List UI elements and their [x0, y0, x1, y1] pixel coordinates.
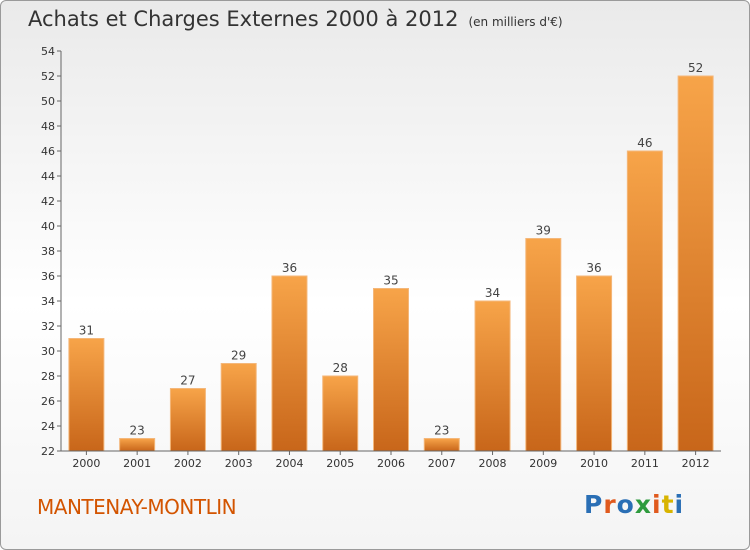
bars-group: 31 23 27 29 36 28 35 23 34 39 36 46 52: [68, 61, 714, 452]
logo-letter: P: [584, 490, 604, 519]
y-tick-label-42: 42: [41, 195, 55, 208]
bar-2009: [525, 238, 562, 452]
chart-title: Achats et Charges Externes 2000 à 2012 (e…: [28, 7, 563, 31]
x-tick-label-2000: 2000: [72, 457, 100, 470]
data-label-2007: 23: [434, 424, 449, 438]
y-tick-label-44: 44: [41, 170, 55, 183]
data-label-2003: 29: [231, 349, 246, 363]
x-tick-label-2011: 2011: [631, 457, 659, 470]
y-tick-label-22: 22: [41, 445, 55, 458]
data-label-2001: 23: [130, 424, 145, 438]
y-tick-label-30: 30: [41, 345, 55, 358]
x-tick-label-2010: 2010: [580, 457, 608, 470]
x-tick-label-2012: 2012: [682, 457, 710, 470]
logo-letter: i: [652, 490, 662, 519]
proxiti-logo[interactable]: Proxiti: [584, 490, 684, 519]
data-label-2011: 46: [637, 136, 652, 150]
x-tick-label-2002: 2002: [174, 457, 202, 470]
logo-letter: i: [674, 490, 685, 519]
title-text: Achats et Charges Externes 2000 à 2012: [28, 7, 459, 31]
x-tick-label-2003: 2003: [225, 457, 253, 470]
y-tick-label-52: 52: [41, 70, 55, 83]
logo-letter: r: [603, 490, 617, 519]
x-tick-label-2004: 2004: [275, 457, 303, 470]
y-tick-label-24: 24: [41, 420, 55, 433]
data-label-2005: 28: [333, 361, 348, 375]
bar-2008: [474, 300, 511, 452]
bar-2005: [322, 375, 359, 452]
y-tick-label-40: 40: [41, 220, 55, 233]
x-tick-label-2008: 2008: [479, 457, 507, 470]
axes-group: 2000 2001 2002 2003 2004 2005 2006 2007 2008 2009…: [41, 45, 721, 470]
data-label-2009: 39: [536, 224, 551, 238]
y-tick-label-48: 48: [41, 120, 55, 133]
logo-letter: x: [634, 490, 652, 519]
y-tick-label-36: 36: [41, 270, 55, 283]
data-label-2000: 31: [79, 324, 94, 338]
logo-letter: t: [661, 490, 675, 519]
bar-2003: [220, 363, 257, 452]
logo-letter: o: [616, 490, 635, 519]
x-tick-label-2007: 2007: [428, 457, 456, 470]
y-tick-label-38: 38: [41, 245, 55, 258]
data-label-2008: 34: [485, 286, 500, 300]
x-tick-label-2001: 2001: [123, 457, 151, 470]
x-tick-label-2009: 2009: [529, 457, 557, 470]
bar-2011: [626, 150, 663, 452]
x-tick-label-2006: 2006: [377, 457, 405, 470]
y-tick-label-34: 34: [41, 295, 55, 308]
y-tick-label-46: 46: [41, 145, 55, 158]
commune-name: MANTENAY-MONTLIN: [37, 495, 237, 519]
bar-2010: [576, 275, 613, 452]
data-label-2012: 52: [688, 61, 703, 75]
y-tick-label-26: 26: [41, 395, 55, 408]
bar-2000: [68, 338, 105, 452]
bar-2012: [677, 75, 714, 452]
bar-2004: [271, 275, 308, 452]
y-tick-label-32: 32: [41, 320, 55, 333]
bar-2002: [169, 388, 206, 452]
bar-2001: [119, 438, 156, 452]
y-tick-label-54: 54: [41, 45, 55, 58]
data-label-2006: 35: [383, 274, 398, 288]
y-tick-label-50: 50: [41, 95, 55, 108]
y-tick-label-28: 28: [41, 370, 55, 383]
x-tick-label-2005: 2005: [326, 457, 354, 470]
data-label-2010: 36: [586, 261, 601, 275]
data-label-2002: 27: [180, 374, 195, 388]
data-label-2004: 36: [282, 261, 297, 275]
chart-subtitle: (en milliers d'€): [468, 15, 563, 29]
bar-2006: [373, 288, 409, 452]
bar-2007: [423, 438, 460, 452]
